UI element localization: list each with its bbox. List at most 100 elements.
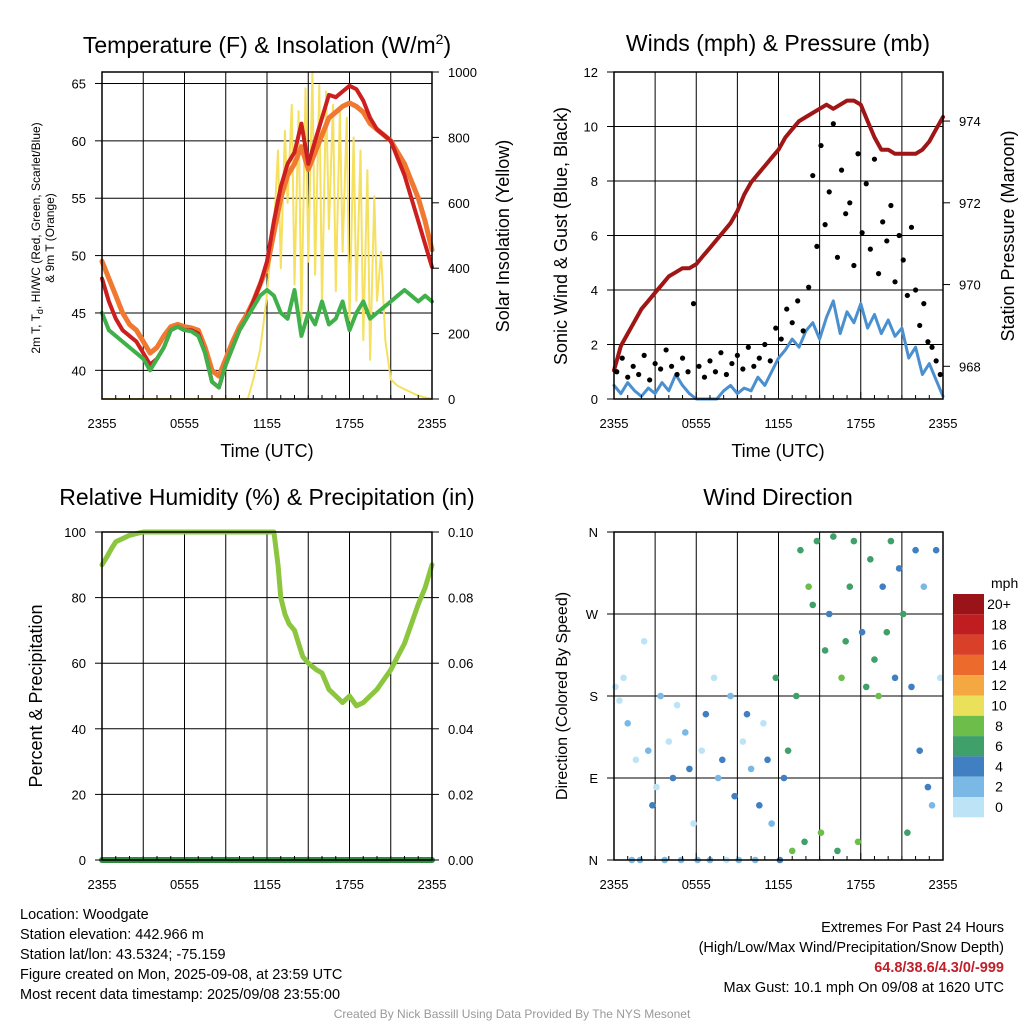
winds-y-axis-label: Sonic Wind & Gust (Blue, Black) xyxy=(551,107,571,365)
direction-point xyxy=(710,674,718,682)
legend-swatch xyxy=(953,756,984,777)
legend-label: 14 xyxy=(991,657,1007,673)
gust-point xyxy=(896,232,902,239)
x-tick-label: 0555 xyxy=(170,877,199,892)
gust-point xyxy=(652,360,658,367)
gust-point xyxy=(929,344,935,350)
left-y-tick-label: 80 xyxy=(72,591,86,606)
direction-point xyxy=(669,774,677,782)
gust-point xyxy=(933,358,939,364)
gust-point xyxy=(729,360,735,367)
temperature-x-axis-label: Time (UTC) xyxy=(220,441,313,461)
direction-point xyxy=(772,674,780,682)
x-tick-label: 1155 xyxy=(253,416,281,431)
x-tick-label: 1755 xyxy=(335,877,364,892)
right-y-tick-label: 0.06 xyxy=(448,656,473,671)
right-y-tick-label: 0.08 xyxy=(448,591,473,606)
legend-swatch xyxy=(953,715,984,737)
gust-point xyxy=(830,121,836,127)
gust-point xyxy=(843,211,849,217)
gust-point xyxy=(663,347,669,353)
extremes-title: Extremes For Past 24 Hours xyxy=(821,920,1004,936)
direction-point xyxy=(760,720,767,727)
left-y-tick-label: 60 xyxy=(72,134,86,149)
x-tick-label: 0555 xyxy=(170,416,199,431)
legend-swatch xyxy=(953,736,984,757)
gust-point xyxy=(806,284,812,290)
gust-point xyxy=(762,341,768,348)
left-y-tick-label: 6 xyxy=(591,229,598,244)
gust-point xyxy=(921,301,927,307)
legend-label: 10 xyxy=(991,698,1007,714)
gust-point xyxy=(679,355,686,361)
gust-point xyxy=(712,369,719,375)
direction-point xyxy=(657,692,664,700)
direction-tick-label: N xyxy=(589,525,598,540)
legend-label: 20+ xyxy=(987,596,1011,612)
direction-point xyxy=(920,583,928,590)
right-y-tick-label: 0 xyxy=(448,392,455,407)
direction-point xyxy=(686,765,693,773)
gust-point xyxy=(900,257,906,263)
wind-direction-panel: Wind Direction 2355 0555 1155 1755 2355NESWN… xyxy=(554,484,1018,892)
x-tick-label: 2355 xyxy=(88,416,117,431)
gust-point xyxy=(917,322,923,329)
gust-point xyxy=(912,287,919,293)
gust-point xyxy=(904,292,910,299)
direction-point xyxy=(624,720,632,727)
legend-swatch xyxy=(953,654,984,676)
gust-point xyxy=(707,358,713,364)
gust-point xyxy=(937,371,943,378)
pressure-y-axis-label: Station Pressure (Maroon) xyxy=(998,130,1018,341)
x-tick-label: 0555 xyxy=(682,416,711,431)
legend-label: 4 xyxy=(995,758,1003,774)
left-y-tick-label: 60 xyxy=(72,656,86,671)
gust-point xyxy=(818,142,824,149)
direction-point xyxy=(681,729,689,736)
gust-point xyxy=(784,306,790,312)
legend-swatch xyxy=(953,797,984,818)
gust-point xyxy=(888,202,894,209)
x-tick-label: 1155 xyxy=(765,416,793,431)
direction-point xyxy=(698,747,706,754)
insolation-y-axis-label: Solar Insolation (Yellow) xyxy=(493,140,513,332)
legend-label: 18 xyxy=(991,616,1007,632)
direction-point xyxy=(854,838,862,846)
direction-point xyxy=(887,537,895,545)
pressure-line xyxy=(612,98,945,373)
direction-point xyxy=(916,747,923,754)
gust-point xyxy=(778,336,784,342)
gust-point xyxy=(814,243,820,249)
left-y-tick-label: 20 xyxy=(72,787,86,802)
gust-point xyxy=(690,301,697,307)
temperature-panel-title: Temperature (F) & Insolation (W/m2) xyxy=(83,31,451,58)
left-y-tick-label: 65 xyxy=(72,76,86,91)
speed-legend: mph 20+ 18 16 14 12 10 8 6 4 2 0 xyxy=(953,575,1018,818)
direction-point xyxy=(858,628,866,636)
winds-panel-title: Winds (mph) & Pressure (mb) xyxy=(626,30,930,56)
gust-point xyxy=(867,246,873,252)
gust-point xyxy=(875,271,882,277)
x-tick-label: 2355 xyxy=(418,416,447,431)
direction-point xyxy=(846,583,854,590)
legend-swatch xyxy=(953,594,984,615)
direction-point xyxy=(825,610,833,618)
direction-point xyxy=(653,783,660,791)
direction-point xyxy=(904,829,911,836)
gust-point xyxy=(838,167,845,173)
max-gust-text: Max Gust: 10.1 mph On 09/08 at 1620 UTC xyxy=(723,980,1004,996)
gust-point xyxy=(795,298,801,304)
left-y-tick-label: 0 xyxy=(79,853,86,868)
direction-point xyxy=(805,583,812,590)
gust-point xyxy=(892,279,898,285)
direction-point xyxy=(932,546,940,554)
humidity-panel: Relative Humidity (%) & Precipitation (i… xyxy=(26,484,475,892)
gust-point xyxy=(855,151,861,157)
right-y-tick-label: 400 xyxy=(448,261,470,276)
x-tick-label: 2355 xyxy=(929,416,958,431)
legend-unit-label: mph xyxy=(991,575,1018,591)
right-y-tick-label: 968 xyxy=(959,359,981,374)
gust-point xyxy=(674,371,680,378)
gust-point xyxy=(641,352,647,358)
